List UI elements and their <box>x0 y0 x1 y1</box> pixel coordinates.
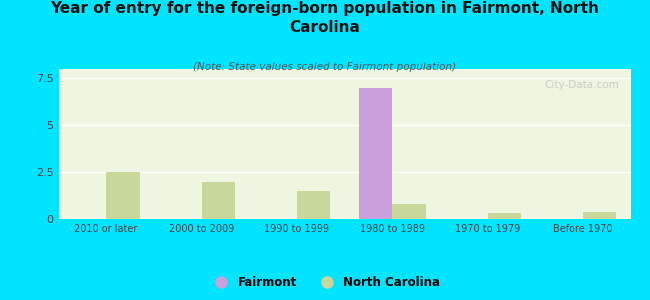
Bar <box>392 204 426 219</box>
Bar <box>583 212 616 219</box>
Bar <box>202 182 235 219</box>
Text: City-Data.com: City-Data.com <box>544 80 619 89</box>
Bar <box>488 213 521 219</box>
Text: Year of entry for the foreign-born population in Fairmont, North
Carolina: Year of entry for the foreign-born popul… <box>51 2 599 35</box>
Legend: Fairmont, North Carolina: Fairmont, North Carolina <box>205 272 445 294</box>
Bar <box>359 88 392 219</box>
Bar <box>106 172 140 219</box>
Text: (Note: State values scaled to Fairmont population): (Note: State values scaled to Fairmont p… <box>194 61 456 71</box>
Bar <box>297 191 330 219</box>
